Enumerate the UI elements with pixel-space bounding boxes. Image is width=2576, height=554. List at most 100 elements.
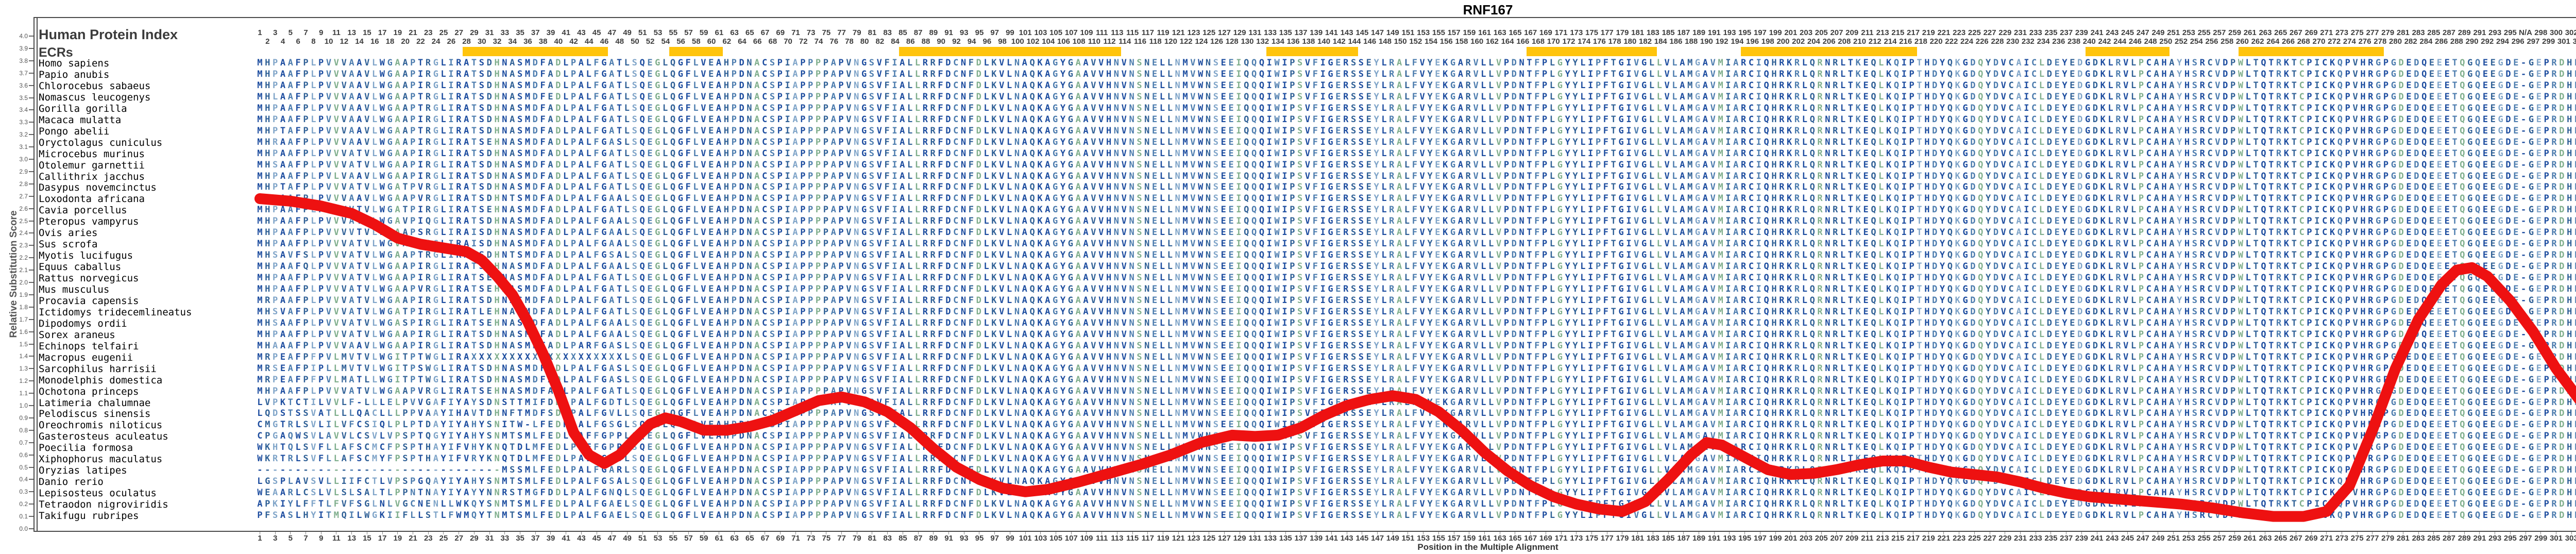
residue: G — [433, 182, 438, 193]
residue: M — [257, 125, 263, 136]
residue: E — [1435, 193, 1440, 204]
residue: V — [1098, 125, 1104, 136]
residue: C — [2031, 103, 2037, 113]
top-number: 193 — [1723, 28, 1736, 37]
residue: M — [1182, 125, 1188, 136]
residue: V — [326, 171, 332, 181]
top-number: 222 — [1945, 37, 1958, 46]
y-tick-label: 0.6 — [19, 451, 28, 459]
residue: W — [379, 91, 385, 102]
residue: C — [761, 69, 768, 79]
residue: V — [1473, 91, 1479, 102]
residue: A — [1458, 137, 1464, 147]
residue: A — [1733, 103, 1739, 113]
residue: T — [2268, 182, 2274, 193]
residue: G — [677, 171, 683, 181]
top-number: 295 — [2503, 28, 2517, 37]
residue: G — [1557, 114, 1563, 125]
top-number: 13 — [347, 28, 357, 37]
residue: L — [1167, 125, 1173, 136]
residue: R — [2115, 69, 2121, 79]
residue: E — [647, 125, 653, 136]
residue: L — [1802, 171, 1807, 181]
residue: V — [999, 58, 1005, 68]
residue: E — [2429, 125, 2435, 136]
residue: M — [1687, 125, 1693, 136]
residue: P — [815, 182, 821, 193]
top-number: 83 — [883, 28, 892, 37]
residue: C — [2146, 137, 2151, 147]
residue: K — [991, 114, 997, 125]
residue: G — [1053, 58, 1058, 68]
residue: L — [2131, 114, 2137, 125]
residue: V — [1664, 137, 1670, 147]
residue: C — [2031, 193, 2037, 204]
residue: A — [578, 69, 584, 79]
top-number: 281 — [2396, 28, 2410, 37]
residue: C — [2031, 58, 2037, 68]
residue: N — [1175, 58, 1180, 68]
residue: Q — [2421, 103, 2427, 113]
residue: A — [754, 193, 760, 204]
residue: G — [1618, 125, 1624, 136]
residue: L — [1649, 159, 1655, 170]
residue: E — [647, 148, 653, 159]
y-tick-label: 2.1 — [19, 266, 28, 274]
residue: L — [440, 58, 446, 68]
residue: T — [1527, 91, 1532, 102]
top-number: 156 — [1439, 37, 1453, 46]
residue: D — [2414, 80, 2419, 91]
residue: L — [1878, 171, 1884, 181]
residue: G — [677, 159, 683, 170]
residue: Q — [1029, 80, 1035, 91]
residue: P — [2345, 137, 2350, 147]
residue: S — [632, 103, 637, 113]
top-number: 238 — [2067, 37, 2081, 46]
residue: Q — [1871, 182, 1876, 193]
residue: E — [1152, 58, 1158, 68]
residue: A — [831, 58, 836, 68]
residue: A — [1022, 80, 1027, 91]
residue: S — [1297, 114, 1303, 125]
residue: P — [410, 193, 416, 204]
residue: I — [2314, 125, 2320, 136]
residue: N — [747, 159, 752, 170]
residue: P — [303, 125, 309, 136]
residue: F — [1603, 69, 1609, 79]
residue: N — [1144, 137, 1150, 147]
residue: F — [594, 58, 599, 68]
residue: V — [1419, 58, 1425, 68]
residue: A — [395, 114, 400, 125]
residue: L — [984, 125, 989, 136]
residue: V — [364, 69, 370, 79]
residue: V — [846, 137, 852, 147]
residue: D — [2505, 159, 2511, 170]
residue: V — [1473, 171, 1479, 181]
residue: G — [1328, 91, 1333, 102]
residue: N — [960, 125, 967, 136]
y-axis-line — [37, 17, 38, 532]
y-tick-label: 3.6 — [19, 81, 28, 89]
residue: I — [1320, 137, 1326, 147]
residue: F — [685, 171, 691, 181]
residue: H — [723, 171, 730, 181]
residue: A — [2016, 137, 2022, 147]
residue: G — [861, 182, 867, 193]
residue: G — [2391, 159, 2396, 170]
top-number: 205 — [1815, 28, 1828, 37]
residue: V — [701, 171, 706, 181]
residue: T — [1848, 58, 1854, 68]
residue: V — [1419, 103, 1425, 113]
residue: L — [1549, 171, 1555, 181]
top-number: 241 — [2090, 28, 2104, 37]
residue: D — [739, 91, 744, 102]
residue: N — [1519, 193, 1524, 204]
residue: A — [1083, 125, 1089, 136]
residue: A — [1458, 182, 1464, 193]
top-number: 300 — [2550, 28, 2563, 37]
residue: E — [2536, 148, 2541, 159]
residue: N — [1129, 159, 1134, 170]
residue: I — [892, 80, 897, 91]
residue: R — [1817, 182, 1823, 193]
residue: P — [731, 58, 737, 68]
